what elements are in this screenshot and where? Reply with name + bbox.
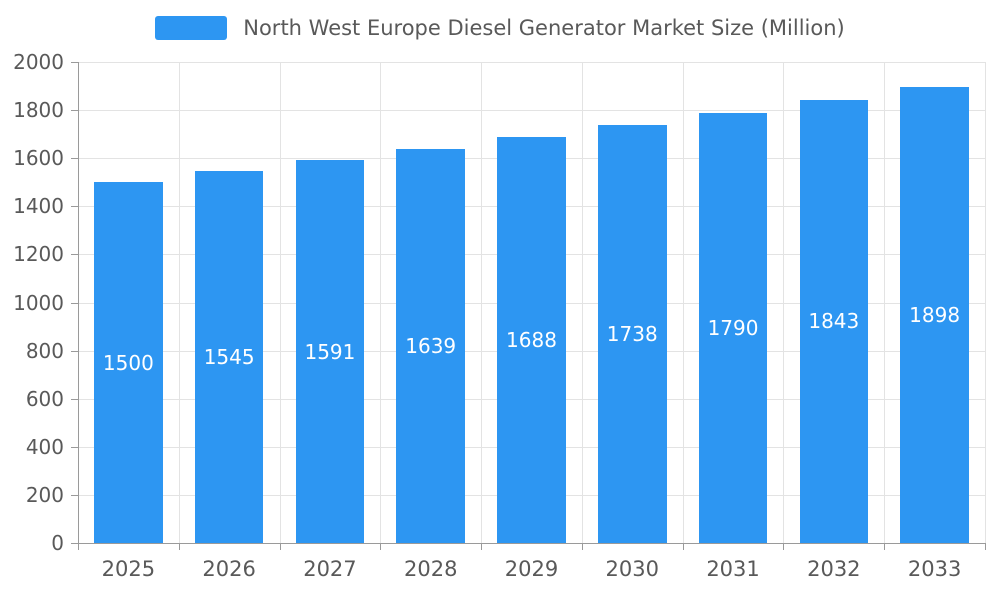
y-tick-label: 600 [25, 386, 64, 411]
bar-value-label: 1500 [102, 350, 154, 375]
x-tick-mark [380, 543, 382, 550]
y-tick-mark [71, 254, 78, 256]
gridline-vertical [481, 62, 483, 543]
x-tick-mark [178, 543, 180, 550]
y-tick-mark [71, 110, 78, 112]
x-tick-label: 2033 [907, 557, 962, 581]
gridline-vertical [783, 62, 785, 543]
y-tick-label: 200 [25, 482, 64, 507]
y-tick-label: 1200 [13, 242, 64, 267]
bar-value-label: 1898 [909, 302, 961, 327]
y-tick-label: 0 [51, 531, 64, 555]
gridline-vertical [178, 62, 180, 543]
chart-legend[interactable]: North West Europe Diesel Generator Marke… [0, 16, 1000, 40]
bar-value-label: 1790 [707, 315, 759, 340]
y-tick-mark [71, 206, 78, 208]
x-tick-mark [884, 543, 886, 550]
x-tick-mark [481, 543, 483, 550]
bar-value-label: 1591 [304, 339, 356, 364]
gridline-vertical [884, 62, 886, 543]
y-tick-mark [71, 158, 78, 160]
y-tick-label: 1600 [13, 146, 64, 171]
gridline-vertical [682, 62, 684, 543]
y-tick-mark [71, 446, 78, 448]
x-tick-mark [581, 543, 583, 550]
bar-value-label: 1545 [203, 345, 255, 370]
x-tick-label: 2025 [101, 557, 156, 581]
bar[interactable]: 1545 [194, 171, 264, 543]
y-tick-label: 2000 [13, 50, 64, 74]
y-tick-mark [71, 62, 78, 63]
y-tick-mark [71, 302, 78, 304]
bar[interactable]: 1898 [900, 86, 969, 543]
gridline-vertical [380, 62, 382, 543]
x-axis-line [78, 543, 986, 544]
x-tick-label: 2029 [504, 557, 559, 581]
gridline-vertical [581, 62, 583, 543]
bar[interactable]: 1688 [497, 137, 566, 543]
x-tick-mark [682, 543, 684, 550]
bar[interactable]: 1591 [295, 160, 365, 543]
legend-swatch-icon [155, 16, 228, 40]
bar-value-label: 1688 [506, 328, 557, 352]
x-tick-label: 2032 [807, 557, 861, 581]
bar-value-label: 1639 [405, 333, 457, 358]
bar[interactable]: 1639 [396, 148, 465, 543]
x-tick-mark [985, 543, 986, 550]
y-tick-label: 400 [25, 434, 64, 459]
bar[interactable]: 1500 [94, 182, 163, 543]
y-tick-mark [71, 494, 78, 496]
y-tick-label: 800 [25, 338, 64, 363]
gridline-vertical [985, 62, 986, 543]
bar[interactable]: 1738 [598, 125, 667, 543]
bar-value-label: 1738 [606, 321, 658, 346]
bar[interactable]: 1790 [698, 112, 768, 543]
x-tick-label: 2027 [303, 557, 357, 581]
y-tick-mark [71, 398, 78, 400]
gridline-horizontal [78, 110, 985, 112]
y-tick-label: 1000 [13, 290, 64, 315]
x-tick-label: 2030 [605, 557, 659, 581]
legend-label: North West Europe Diesel Generator Marke… [243, 16, 845, 40]
x-tick-label: 2028 [403, 557, 458, 581]
gridline-vertical [279, 62, 281, 543]
bar-value-label: 1843 [808, 309, 860, 334]
y-axis-line [78, 62, 79, 543]
x-tick-label: 2026 [202, 557, 256, 581]
y-tick-label: 1800 [13, 98, 64, 123]
bar[interactable]: 1843 [799, 99, 869, 543]
x-tick-mark [78, 543, 79, 550]
x-tick-label: 2031 [706, 557, 760, 581]
y-tick-mark [71, 543, 78, 544]
x-tick-mark [279, 543, 281, 550]
gridline-horizontal [78, 62, 985, 63]
y-tick-label: 1400 [13, 194, 64, 219]
x-tick-mark [783, 543, 785, 550]
y-tick-mark [71, 350, 78, 352]
